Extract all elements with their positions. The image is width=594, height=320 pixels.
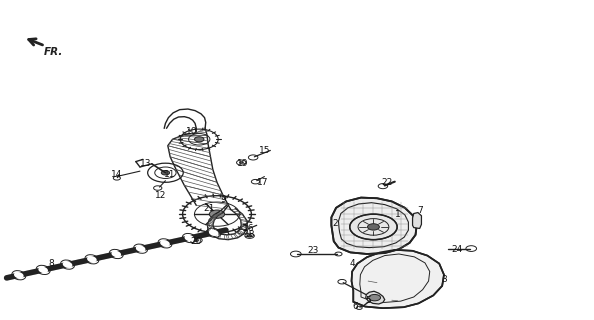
Text: 24: 24 <box>451 245 463 254</box>
Circle shape <box>194 137 204 142</box>
Polygon shape <box>331 197 417 254</box>
Text: 13: 13 <box>140 159 151 168</box>
Ellipse shape <box>185 235 194 241</box>
Text: 22: 22 <box>381 179 393 188</box>
Polygon shape <box>366 291 385 304</box>
Circle shape <box>368 224 380 230</box>
Text: 21: 21 <box>204 204 215 213</box>
Ellipse shape <box>160 240 170 247</box>
Text: 19: 19 <box>237 159 248 168</box>
Circle shape <box>369 294 381 301</box>
Text: 4: 4 <box>349 259 355 268</box>
Text: FR.: FR. <box>43 47 63 57</box>
Text: 8: 8 <box>48 259 54 268</box>
Text: 6: 6 <box>352 302 358 311</box>
Text: 11: 11 <box>164 170 175 179</box>
Ellipse shape <box>136 245 146 252</box>
Circle shape <box>239 162 243 164</box>
Ellipse shape <box>39 267 48 273</box>
Text: 16: 16 <box>243 224 254 233</box>
Text: 2: 2 <box>333 219 339 228</box>
Text: 7: 7 <box>418 206 423 215</box>
Text: 23: 23 <box>307 246 319 255</box>
Ellipse shape <box>209 229 219 236</box>
Ellipse shape <box>87 256 97 262</box>
Ellipse shape <box>14 272 24 278</box>
Circle shape <box>209 210 225 218</box>
Text: 20: 20 <box>191 237 202 246</box>
Text: 10: 10 <box>186 127 197 136</box>
Ellipse shape <box>112 251 121 257</box>
Text: 17: 17 <box>257 178 268 187</box>
Ellipse shape <box>63 261 72 268</box>
Text: 5: 5 <box>365 296 371 305</box>
Text: 9: 9 <box>220 195 226 204</box>
Text: 15: 15 <box>258 146 270 155</box>
Text: 12: 12 <box>155 190 166 200</box>
Text: 3: 3 <box>441 275 447 284</box>
Text: 18: 18 <box>244 230 255 239</box>
Text: 1: 1 <box>395 210 400 219</box>
Circle shape <box>247 235 252 237</box>
Polygon shape <box>413 212 422 228</box>
Circle shape <box>350 214 397 240</box>
Circle shape <box>162 171 170 175</box>
Polygon shape <box>352 250 444 308</box>
Text: 14: 14 <box>110 170 122 179</box>
Circle shape <box>194 239 198 242</box>
